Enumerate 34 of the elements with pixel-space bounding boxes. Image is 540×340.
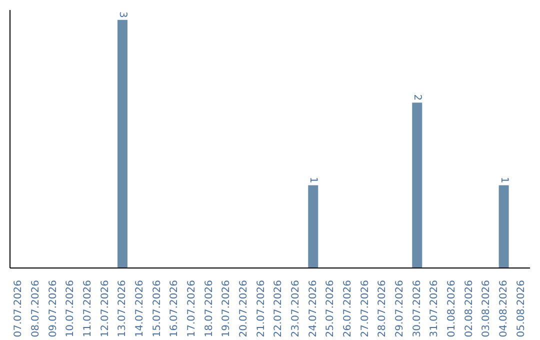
x-tick-label: 22.07.2026 xyxy=(273,280,284,338)
x-tick-label: 15.07.2026 xyxy=(152,280,163,338)
x-tick-label: 28.07.2026 xyxy=(377,280,388,338)
x-tick-label: 25.07.2026 xyxy=(325,280,336,338)
x-tick-label: 21.07.2026 xyxy=(256,280,267,338)
x-tick-label: 31.07.2026 xyxy=(429,280,440,338)
x-tick-label: 08.07.2026 xyxy=(30,280,42,338)
x-tick-label: 09.07.2026 xyxy=(48,280,59,338)
data-label: 1 xyxy=(498,176,510,184)
x-tick-label: 24.07.2026 xyxy=(308,280,319,338)
x-tick-label: 30.07.2026 xyxy=(412,280,423,338)
x-tick-label: 16.07.2026 xyxy=(169,280,180,338)
x-tick-label: 07.07.2026 xyxy=(13,280,24,338)
x-tick-label: 02.08.2026 xyxy=(464,280,475,338)
x-tick-label: 20.07.2026 xyxy=(238,280,250,338)
x-tick-label: 03.08.2026 xyxy=(481,280,492,338)
data-label: 1 xyxy=(308,176,319,184)
x-tick-label: 05.08.2026 xyxy=(516,280,527,338)
x-tick-label: 23.07.2026 xyxy=(290,280,302,338)
x-tick-label: 26.07.2026 xyxy=(342,280,354,338)
x-tick-label: 14.07.2026 xyxy=(134,280,146,338)
x-tick-label: 12.07.2026 xyxy=(100,280,111,338)
x-tick-label: 01.08.2026 xyxy=(446,280,458,338)
data-label: 3 xyxy=(116,12,128,18)
x-tick-label: 19.07.2026 xyxy=(221,280,232,338)
x-tick-label: 04.08.2026 xyxy=(498,280,510,338)
data-label: 2 xyxy=(412,94,423,101)
x-tick-label: 17.07.2026 xyxy=(186,280,198,338)
x-tick-label: 18.07.2026 xyxy=(204,280,215,338)
x-tick-label: 13.07.2026 xyxy=(117,280,128,338)
x-tick-label: 11.07.2026 xyxy=(82,280,94,338)
x-tick-label: 29.07.2026 xyxy=(394,280,406,338)
x-tick-label: 27.07.2026 xyxy=(360,280,371,338)
x-tick-label: 10.07.2026 xyxy=(65,280,76,338)
